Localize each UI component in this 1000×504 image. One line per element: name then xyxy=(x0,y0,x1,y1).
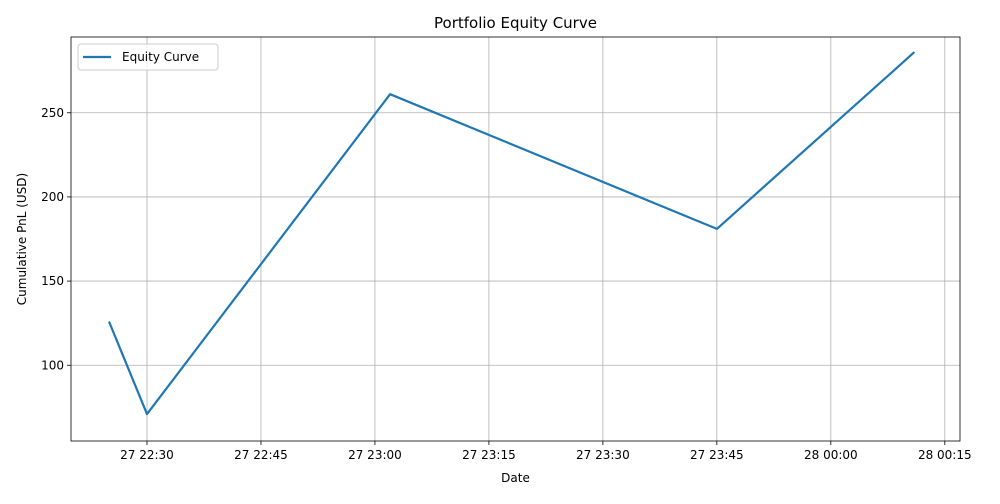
x-axis-label: Date xyxy=(501,471,530,485)
series-layer xyxy=(109,52,914,414)
legend-label: Equity Curve xyxy=(122,50,199,64)
y-tick-label: 150 xyxy=(41,274,64,288)
legend: Equity Curve xyxy=(78,44,218,70)
x-tick-label: 27 22:30 xyxy=(120,448,174,462)
y-tick-label: 100 xyxy=(41,358,64,372)
plot-frame xyxy=(71,37,960,441)
series-line-equity-curve xyxy=(109,52,914,414)
y-tick-label: 250 xyxy=(41,106,64,120)
x-tick-label: 27 23:15 xyxy=(462,448,516,462)
y-axis-label: Cumulative PnL (USD) xyxy=(15,173,29,305)
x-tick-label: 27 23:30 xyxy=(576,448,630,462)
grid xyxy=(71,37,960,441)
y-tick-label: 200 xyxy=(41,190,64,204)
x-tick-label: 28 00:15 xyxy=(918,448,972,462)
x-axis: 27 22:30 27 22:45 27 23:00 27 23:15 27 23:30… xyxy=(120,441,971,462)
chart-title: Portfolio Equity Curve xyxy=(434,14,597,32)
x-tick-label: 27 22:45 xyxy=(234,448,288,462)
x-tick-label: 27 23:00 xyxy=(348,448,402,462)
x-tick-label: 28 00:00 xyxy=(804,448,858,462)
x-tick-label: 27 23:45 xyxy=(690,448,744,462)
y-axis: 100 150 200 250 xyxy=(41,106,71,373)
